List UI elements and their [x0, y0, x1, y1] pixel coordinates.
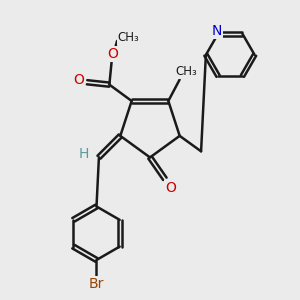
Text: CH₃: CH₃	[175, 65, 197, 78]
Text: Br: Br	[89, 277, 104, 291]
Text: N: N	[212, 24, 222, 38]
Text: H: H	[79, 147, 89, 161]
Text: O: O	[73, 73, 84, 87]
Text: O: O	[165, 181, 176, 195]
Text: O: O	[107, 47, 118, 61]
Text: CH₃: CH₃	[118, 32, 139, 44]
